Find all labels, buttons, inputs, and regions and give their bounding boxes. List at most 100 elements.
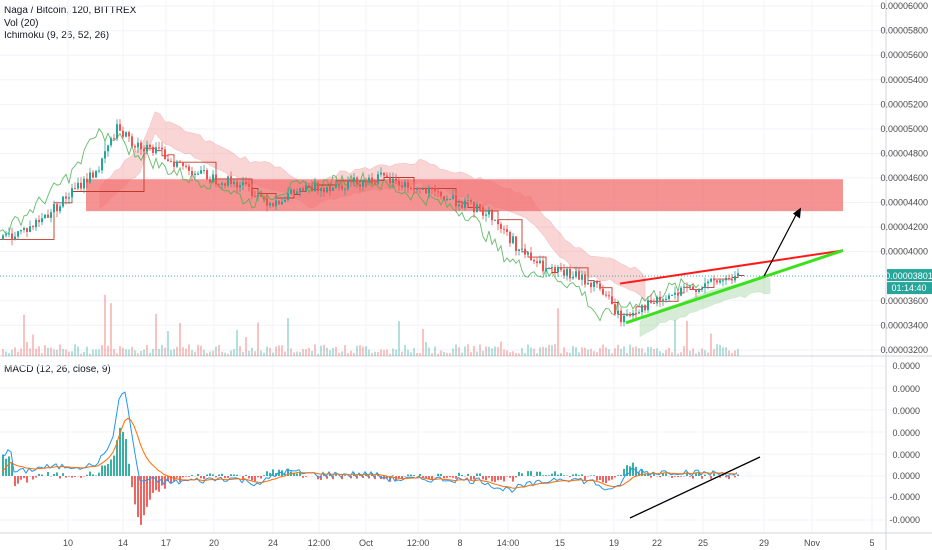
candle-body [431,187,433,189]
time-tick-label: 10 [63,538,73,548]
macd-histogram-bar [632,462,634,476]
candle-body [278,200,280,205]
volume-bar [71,351,73,356]
volume-bar [329,350,331,356]
volume-bar [50,347,52,356]
candle-body [17,231,19,237]
macd-histogram-bar [221,473,223,476]
candle-body [317,183,319,191]
candle-body [644,305,646,311]
macd-histogram-bar [251,476,253,481]
volume-bar [131,346,133,356]
candle-body [176,161,178,167]
volume-bar [26,341,28,356]
macd-histogram-bar [293,472,295,476]
volume-bar [191,350,193,356]
candle-body [311,186,313,192]
macd-histogram-bar [641,469,643,476]
macd-histogram-bar [455,476,457,479]
candle-body [455,195,457,207]
volume-bar [362,346,364,356]
price-tick-label: 0.00005800 [880,26,928,36]
macd-histogram-bar [206,474,208,476]
price-tick-label: 0.00004000 [880,247,928,257]
macd-histogram-bar [695,472,697,476]
volume-bar [641,348,643,356]
macd-histogram-bar [563,475,565,476]
macd-histogram-bar [23,476,25,478]
candle-body [38,219,40,223]
volume-bar [347,353,349,356]
volume-bar [707,352,709,356]
candle-body [566,269,568,276]
candle-body [605,294,607,296]
volume-bar [107,345,109,356]
candle-body [593,281,595,288]
candle-body [467,200,469,202]
volume-bar [95,349,97,356]
macd-histogram-bar [305,476,307,477]
volume-bar [77,346,79,356]
candle-body [107,145,109,152]
volume-bar [134,350,136,356]
candle-body [227,176,229,186]
volume-bar [497,347,499,356]
macd-histogram-bar [344,475,346,476]
volume-bar [239,345,241,356]
volume-bar [725,347,727,356]
volume-bar [440,350,442,356]
macd-histogram-bar [26,476,28,483]
volume-bar [407,349,409,356]
macd-histogram-bar [215,476,217,478]
volume-bar [284,351,286,356]
macd-histogram-bar [602,476,604,483]
macd-histogram-bar [398,476,400,479]
macd-histogram-bar [509,476,511,478]
candle-body [578,271,580,280]
cloud-band [639,278,771,338]
candle-body [371,177,373,184]
candle-body [683,286,685,288]
volume-bar [89,353,91,356]
volume-bar [143,349,145,356]
macd-histogram-bar [665,473,667,476]
candle-body [737,273,739,277]
volume-bar [308,347,310,356]
macd-histogram-bar [359,474,361,476]
macd-histogram-bar [674,476,676,477]
volume-bar [344,345,346,356]
volume-bar [5,351,7,356]
candle-body [221,183,223,185]
macd-histogram-bar [41,474,43,476]
volume-bar [674,319,676,356]
volume-bar [392,348,394,356]
candle-body [305,185,307,192]
volume-bar [578,352,580,356]
candle-body [356,177,358,185]
last-price-label: 0.00003801 [885,271,932,281]
volume-bar [710,333,712,356]
macd-histogram-bar [176,476,178,478]
macd-histogram-bar [440,473,442,476]
time-tick-label: 22 [652,538,662,548]
macd-histogram-bar [272,469,274,476]
candle-body [197,173,199,175]
volume-bar [614,348,616,356]
volume-bar [113,349,115,356]
macd-histogram-bar [467,473,469,476]
volume-bar [644,352,646,356]
volume-bar [23,314,25,356]
volume-bar [473,346,475,356]
macd-histogram-bar [362,476,364,478]
volume-bar [254,351,256,356]
candle-body [488,209,490,215]
candle-body [404,182,406,188]
macd-histogram-bar [269,472,271,476]
macd-histogram-bar [197,473,199,476]
volume-bar [599,348,601,356]
candle-body [509,231,511,244]
macd-histogram-bar [473,476,475,480]
macd-histogram-bar [425,476,427,478]
candle-body [188,166,190,171]
